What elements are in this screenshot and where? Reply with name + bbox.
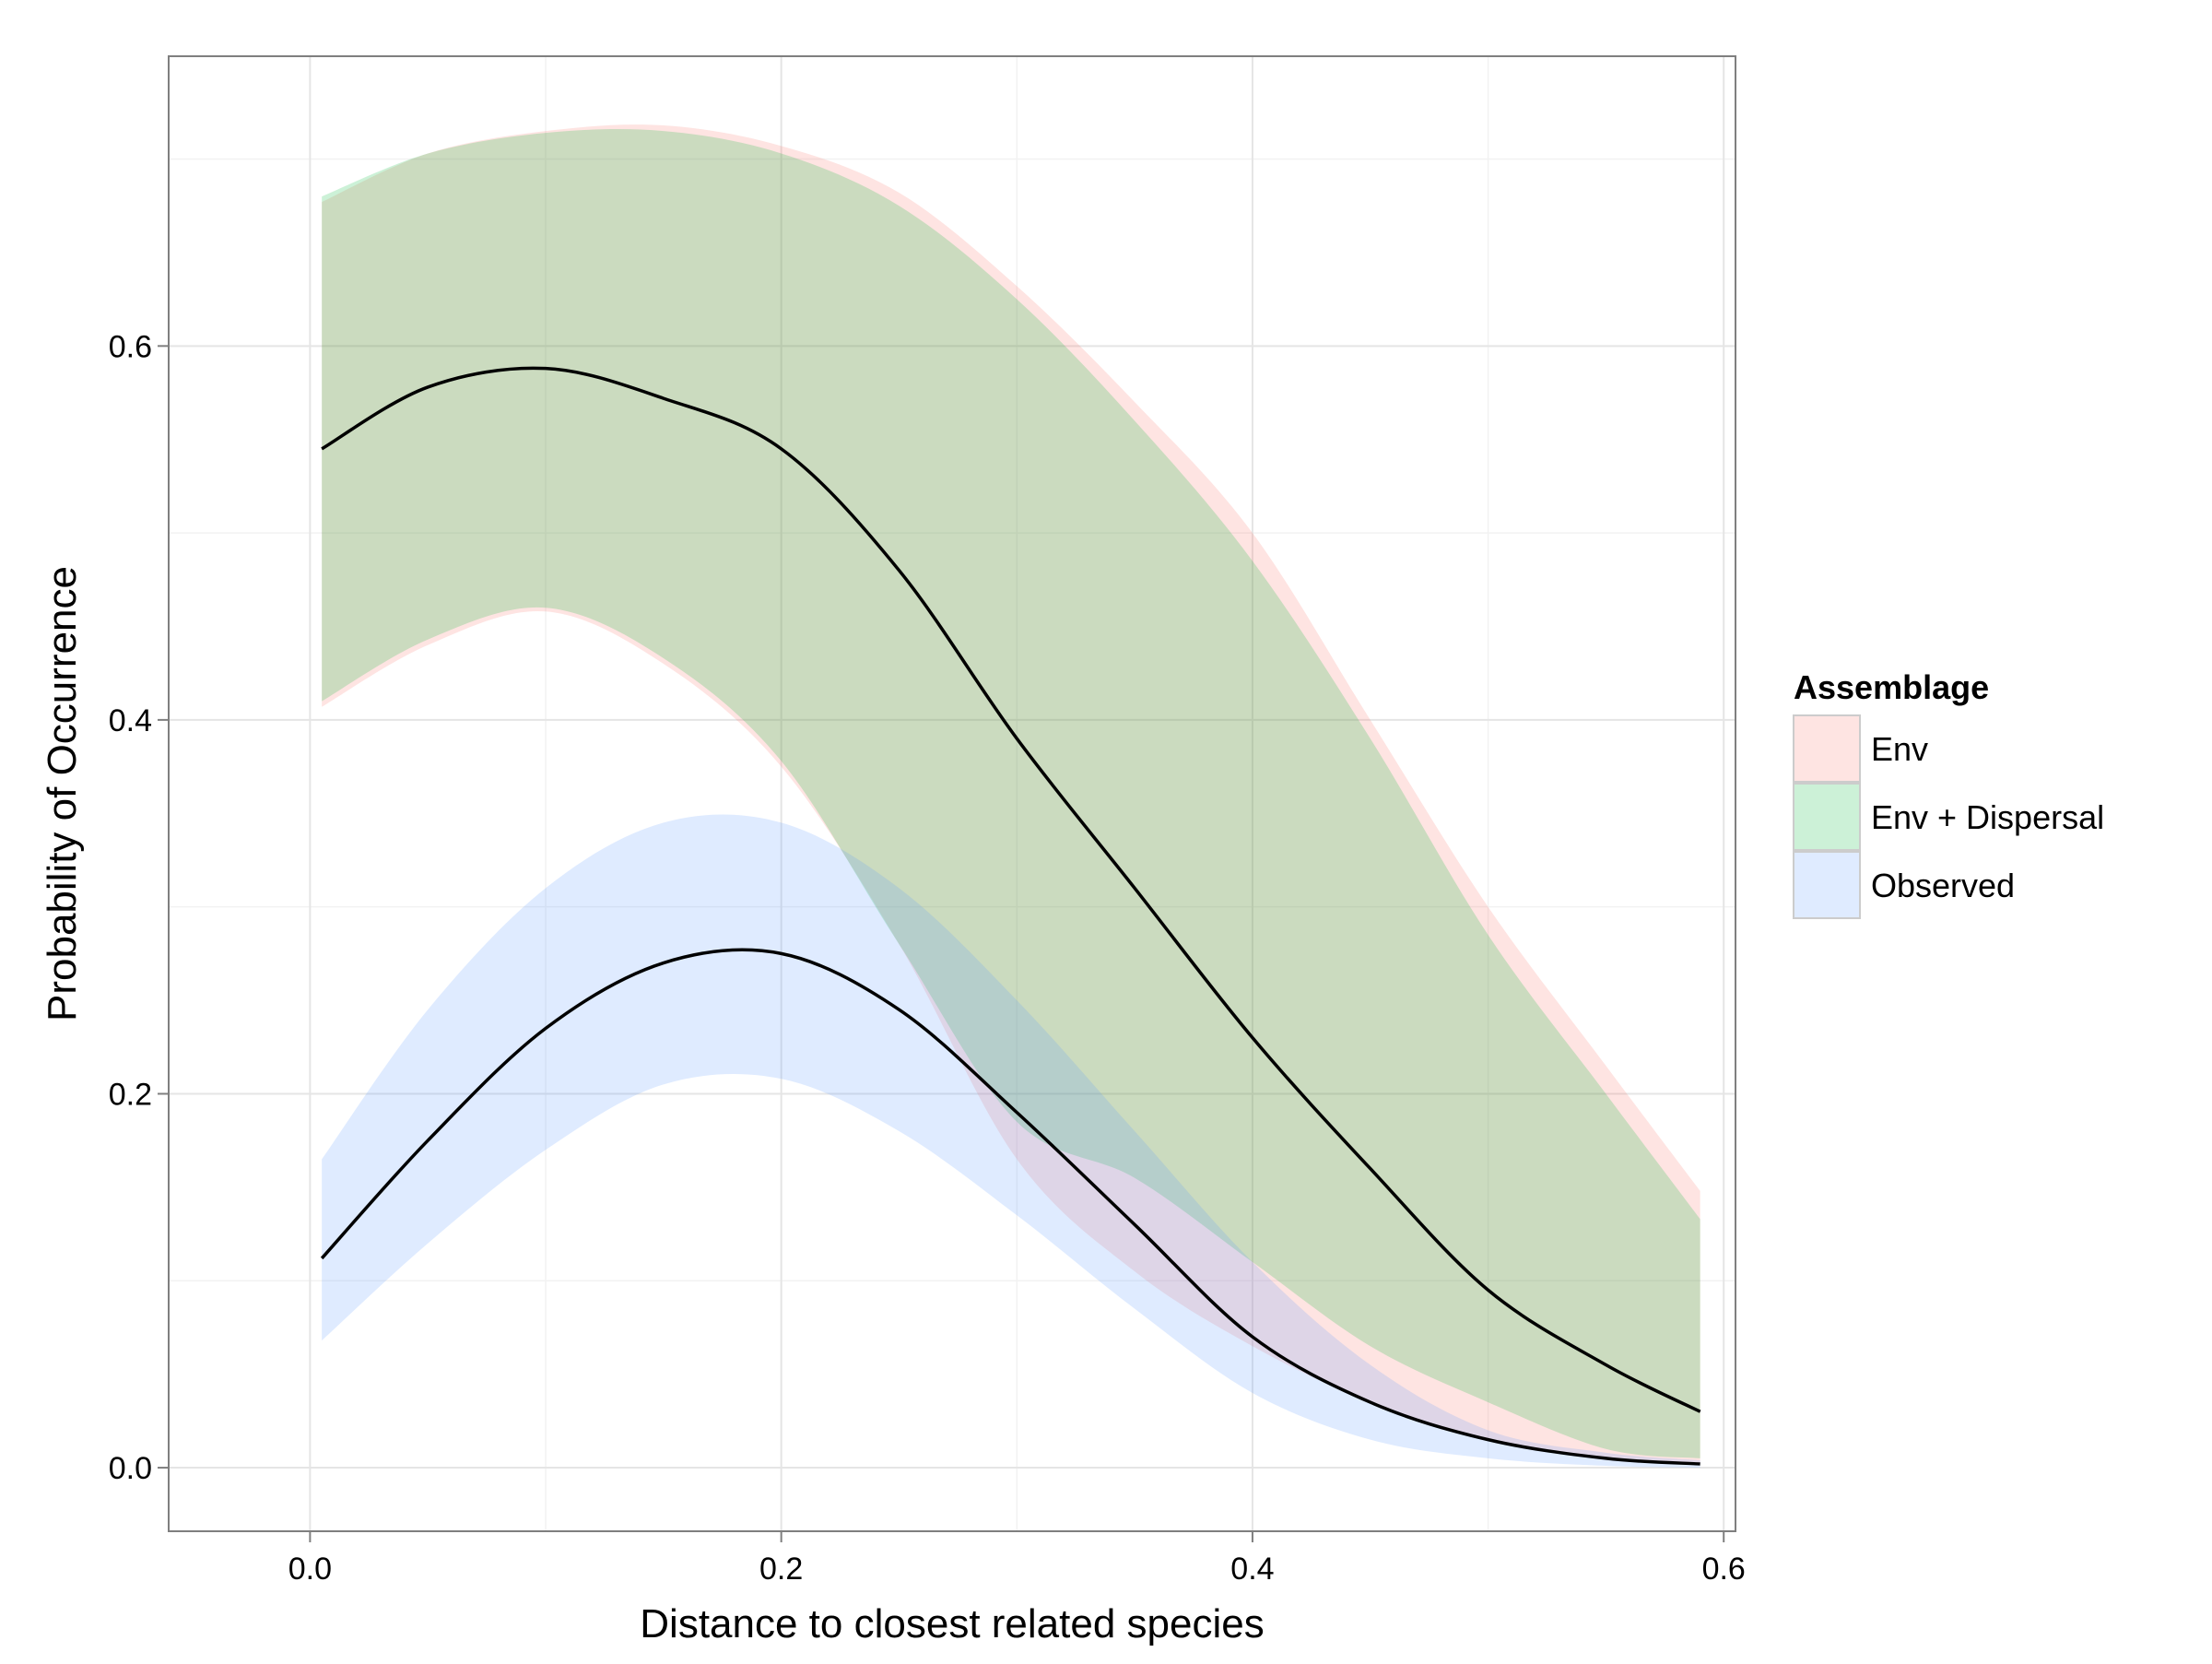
- plot-border: [168, 55, 1736, 1532]
- legend-swatch-env-dispersal: [1794, 785, 1859, 849]
- legend-label: Env + Dispersal: [1871, 798, 2104, 836]
- band-env: [322, 124, 1700, 1464]
- x-tick-label: 0.6: [1702, 1552, 1746, 1587]
- band-env-dispersal: [322, 129, 1700, 1458]
- x-tick-label: 0.2: [759, 1552, 803, 1587]
- x-tick-label: 0.0: [288, 1552, 332, 1587]
- legend-swatch-env: [1794, 716, 1859, 781]
- legend-key-bg: [1793, 783, 1861, 851]
- fit-lines: [320, 366, 1701, 1466]
- confidence-bands: [322, 124, 1700, 1469]
- fit-line-env-dispersal: [321, 367, 1701, 1413]
- legend-label: Observed: [1871, 867, 2015, 904]
- band-observed: [322, 814, 1700, 1469]
- plot-background: [169, 56, 1735, 1531]
- legend-key-bg: [1793, 851, 1861, 919]
- legend-title: Assemblage: [1794, 668, 1989, 706]
- y-tick-label: 0.0: [109, 1451, 152, 1486]
- fit-line-observed: [320, 948, 1700, 1466]
- x-tick-label: 0.4: [1230, 1552, 1274, 1587]
- legend-swatch-observed: [1794, 853, 1859, 917]
- legend-label: Env: [1871, 730, 1928, 768]
- y-tick-label: 0.6: [109, 329, 152, 364]
- x-axis-title: Distance to closest related species: [640, 1601, 1264, 1646]
- legend-key-bg: [1793, 714, 1861, 783]
- y-tick-label: 0.4: [109, 703, 152, 738]
- y-axis: 0.0 0.2 0.4 0.6: [109, 329, 169, 1486]
- x-axis: 0.0 0.2 0.4 0.6: [288, 1531, 1746, 1587]
- legend: Assemblage Env Env + Dispersal Observed: [1793, 668, 2104, 919]
- y-tick-label: 0.2: [109, 1077, 152, 1112]
- y-axis-title: Probability of Occurrence: [40, 566, 85, 1021]
- grid: [169, 56, 1735, 1531]
